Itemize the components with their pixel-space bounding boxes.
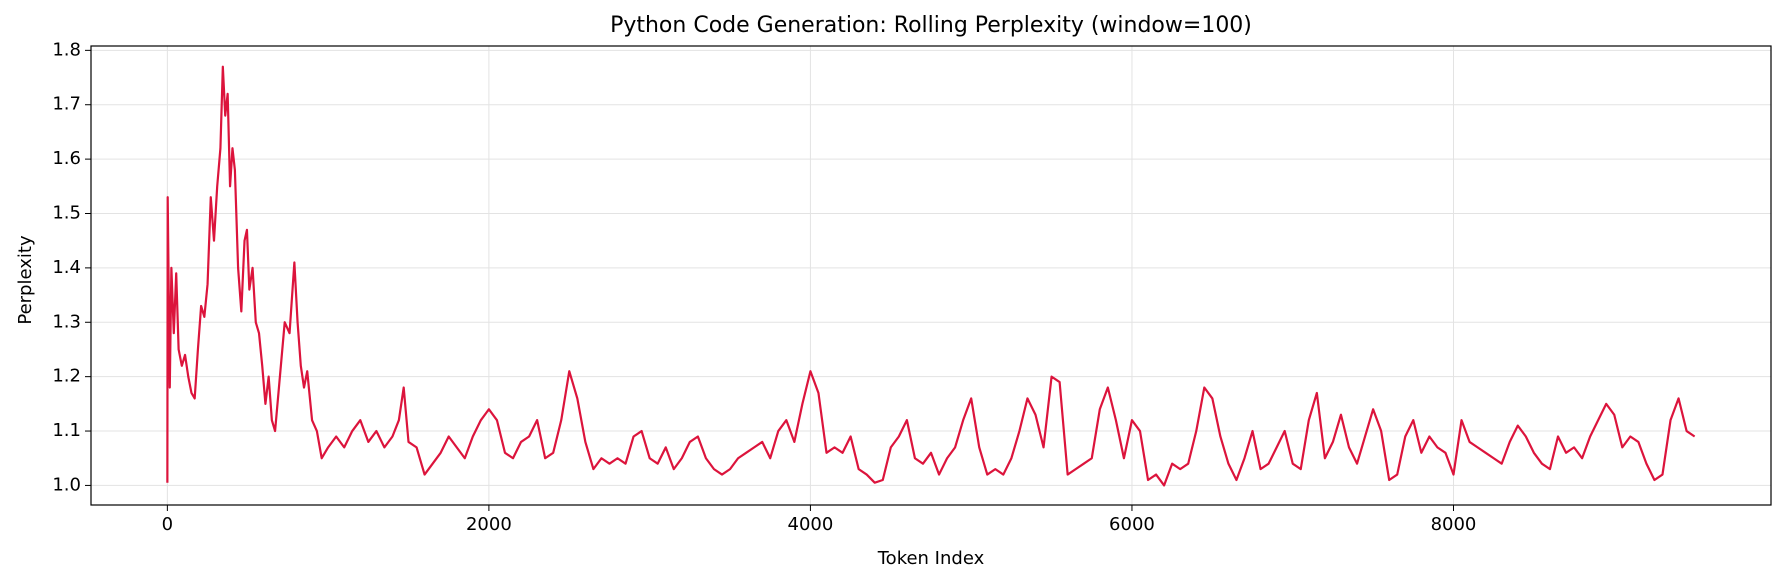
y-tick-label: 1.6 (52, 148, 81, 169)
y-tick-label: 1.1 (52, 420, 81, 441)
x-axis-label: Token Index (877, 548, 985, 569)
y-tick-label: 1.2 (52, 366, 81, 387)
x-tick-label: 6000 (1109, 514, 1155, 535)
y-tick-label: 1.8 (52, 39, 81, 60)
line-series (166, 65, 1696, 487)
y-axis-label: Perplexity (15, 235, 36, 325)
y-tick-label: 1.5 (52, 203, 81, 224)
y-tick-label: 1.7 (52, 94, 81, 115)
x-tick-label: 4000 (788, 514, 834, 535)
y-tick-label: 1.3 (52, 311, 81, 332)
x-tick-label: 2000 (466, 514, 512, 535)
plot-frame (90, 45, 1772, 506)
chart-title: Python Code Generation: Rolling Perplexi… (610, 13, 1252, 38)
y-tick-label: 1.4 (52, 257, 81, 278)
y-tick-label: 1.0 (52, 474, 81, 495)
x-tick-label: 8000 (1431, 514, 1477, 535)
x-tick-label: 0 (162, 514, 173, 535)
